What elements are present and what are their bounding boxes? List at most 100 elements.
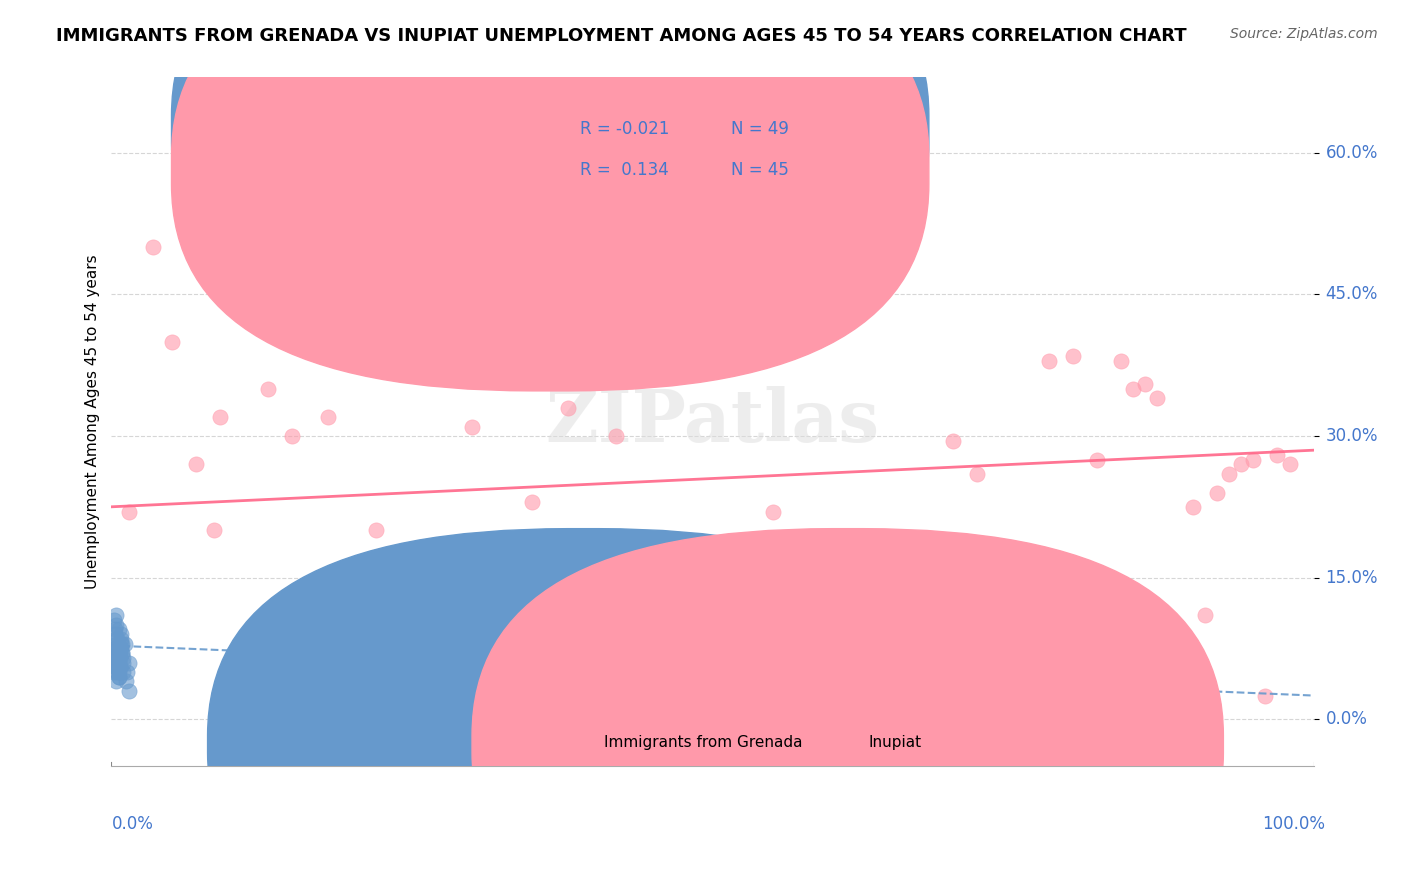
Point <box>103 650 125 665</box>
Point <box>1254 689 1277 703</box>
Point <box>1194 608 1216 623</box>
Point <box>942 434 965 448</box>
Point <box>208 410 231 425</box>
Point <box>108 660 131 674</box>
Point <box>108 646 131 660</box>
Text: N = 45: N = 45 <box>731 161 789 179</box>
Point <box>1164 617 1187 632</box>
Point <box>105 674 128 689</box>
Point <box>111 646 134 660</box>
Text: 0.0%: 0.0% <box>111 814 153 832</box>
Point <box>115 665 138 679</box>
Point <box>112 656 135 670</box>
Point <box>280 429 302 443</box>
Point <box>107 632 129 646</box>
Text: R =  0.134: R = 0.134 <box>581 161 669 179</box>
Point <box>107 650 129 665</box>
Point <box>107 656 129 670</box>
Point <box>110 641 132 656</box>
FancyBboxPatch shape <box>172 0 929 350</box>
Point <box>245 287 267 301</box>
Text: Source: ZipAtlas.com: Source: ZipAtlas.com <box>1230 27 1378 41</box>
Point <box>112 665 135 679</box>
Point <box>114 674 136 689</box>
FancyBboxPatch shape <box>208 529 959 892</box>
Point <box>108 641 131 656</box>
Point <box>1135 377 1157 392</box>
Point <box>103 665 125 679</box>
Point <box>105 617 128 632</box>
Point <box>1062 349 1084 363</box>
Point <box>821 551 844 566</box>
Point <box>256 382 278 396</box>
Point <box>114 637 136 651</box>
Text: R = -0.021: R = -0.021 <box>581 120 669 138</box>
Point <box>107 665 129 679</box>
Point <box>110 632 132 646</box>
Point <box>1230 458 1253 472</box>
Point <box>160 334 183 349</box>
Point <box>1159 627 1181 641</box>
Point <box>107 660 129 674</box>
Point <box>108 660 131 674</box>
FancyBboxPatch shape <box>472 529 1223 892</box>
Point <box>269 141 291 155</box>
Point <box>1038 353 1060 368</box>
Point <box>107 646 129 660</box>
Point <box>103 613 125 627</box>
FancyBboxPatch shape <box>172 0 929 391</box>
Point <box>112 650 135 665</box>
Point <box>557 401 579 415</box>
Text: 100.0%: 100.0% <box>1263 814 1326 832</box>
Point <box>111 637 134 651</box>
Point <box>104 650 127 665</box>
Point <box>104 632 127 646</box>
Point <box>108 650 131 665</box>
Point <box>105 660 128 674</box>
Point <box>1278 458 1301 472</box>
Point <box>1001 580 1024 594</box>
Point <box>221 184 243 198</box>
Text: Immigrants from Grenada: Immigrants from Grenada <box>605 735 803 750</box>
Point <box>605 429 627 443</box>
Point <box>1206 485 1229 500</box>
Point <box>1218 467 1240 481</box>
Point <box>107 623 129 637</box>
Point <box>894 542 917 557</box>
Point <box>1267 448 1289 462</box>
Point <box>104 660 127 674</box>
Point <box>105 608 128 623</box>
Point <box>105 656 128 670</box>
Text: ZIPatlas: ZIPatlas <box>546 386 880 458</box>
Point <box>107 656 129 670</box>
Text: 30.0%: 30.0% <box>1326 427 1378 445</box>
Point <box>461 419 484 434</box>
Point <box>107 670 129 684</box>
Point <box>118 504 141 518</box>
Point <box>593 533 616 547</box>
Point <box>1109 353 1132 368</box>
Point <box>105 637 128 651</box>
Point <box>110 637 132 651</box>
Y-axis label: Unemployment Among Ages 45 to 54 years: Unemployment Among Ages 45 to 54 years <box>86 254 100 590</box>
FancyBboxPatch shape <box>508 91 856 202</box>
Point <box>184 458 207 472</box>
Point <box>107 665 129 679</box>
Point <box>118 683 141 698</box>
Point <box>761 504 783 518</box>
Point <box>274 221 297 235</box>
Text: IMMIGRANTS FROM GRENADA VS INUPIAT UNEMPLOYMENT AMONG AGES 45 TO 54 YEARS CORREL: IMMIGRANTS FROM GRENADA VS INUPIAT UNEMP… <box>56 27 1187 45</box>
Point <box>118 656 141 670</box>
Point <box>202 524 225 538</box>
Text: Inupiat: Inupiat <box>869 735 922 750</box>
Point <box>104 641 127 656</box>
Point <box>104 623 127 637</box>
Point <box>107 641 129 656</box>
Point <box>107 646 129 660</box>
Text: 0.0%: 0.0% <box>1326 710 1368 728</box>
Point <box>1085 452 1108 467</box>
Text: 45.0%: 45.0% <box>1326 285 1378 303</box>
Text: N = 49: N = 49 <box>731 120 789 138</box>
Text: 60.0%: 60.0% <box>1326 144 1378 162</box>
Point <box>1122 382 1144 396</box>
